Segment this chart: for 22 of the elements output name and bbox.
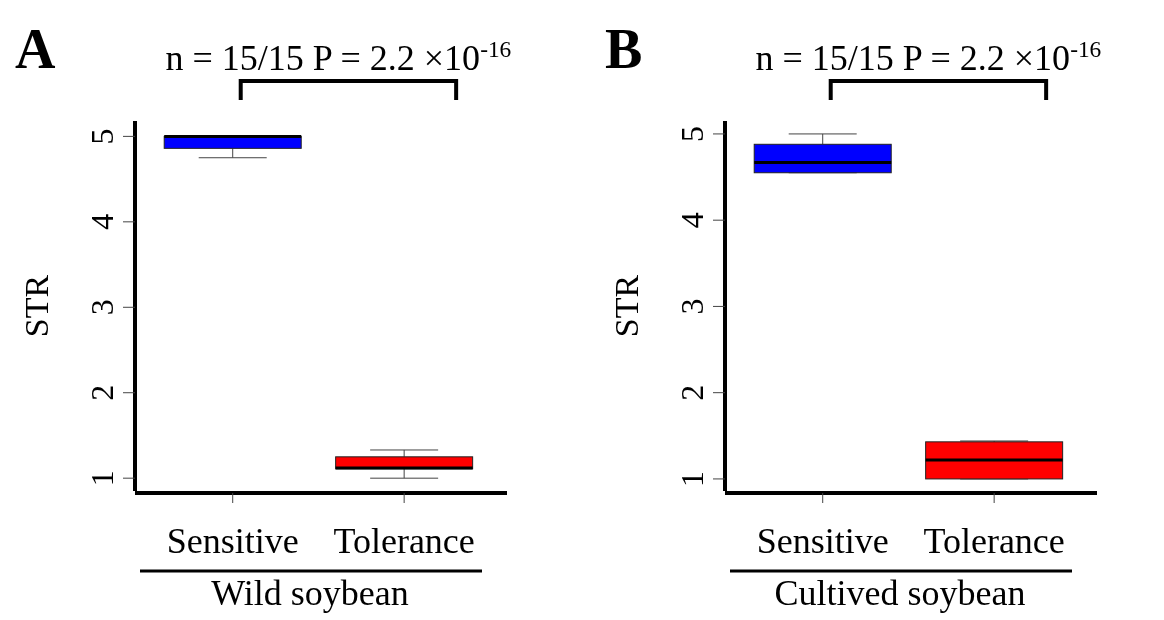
- y-tick-label: 5: [84, 128, 120, 145]
- chart-title: B: [605, 18, 643, 80]
- y-tick-label: 2: [84, 384, 120, 401]
- x-tick-label: Sensitive: [166, 521, 299, 561]
- y-tick-label: 2: [674, 384, 710, 401]
- y-axis-title: STR: [608, 274, 645, 338]
- y-tick-label: 4: [674, 212, 710, 229]
- y-tick-label: 1: [84, 470, 120, 487]
- y-tick-label: 5: [674, 125, 710, 142]
- x-axis-title: Cultived soybean: [774, 573, 1026, 613]
- x-tick-label: Tolerance: [333, 521, 475, 561]
- x-axis-title: Wild soybean: [211, 573, 409, 613]
- text: n = 15/15 P = 2.2 ×10$^{-16}$: [755, 36, 1102, 78]
- y-tick-label: 3: [674, 298, 710, 315]
- y-axis-title: STR: [18, 274, 55, 338]
- x-tick-label: Sensitive: [756, 521, 889, 561]
- text: n = 15/15 P = 2.2 ×10$^{-16}$: [165, 36, 512, 78]
- chart-title: A: [15, 18, 56, 80]
- y-tick-label: 3: [84, 299, 120, 316]
- y-tick-label: 4: [84, 213, 120, 230]
- x-tick-label: Tolerance: [923, 521, 1065, 561]
- y-tick-label: 1: [674, 470, 710, 487]
